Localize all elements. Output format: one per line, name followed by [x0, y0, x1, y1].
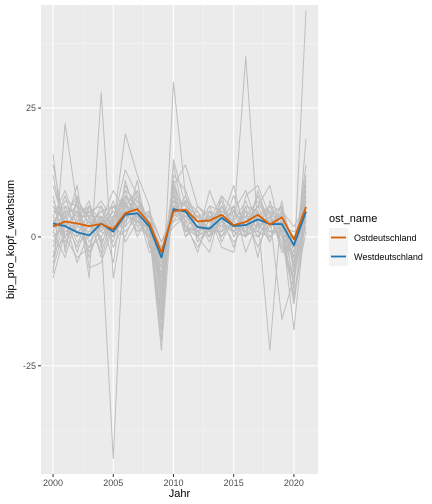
legend-title: ost_name [329, 213, 377, 225]
background-line [52, 184, 307, 320]
background-line [52, 179, 307, 305]
y-axis: -25 0 25 [23, 103, 41, 371]
background-line [52, 195, 307, 279]
legend: ost_name Ostdeutschland Westdeutschland [329, 213, 423, 266]
y-tick-label: -25 [23, 361, 36, 371]
background-line [52, 164, 307, 289]
x-axis: 2000 2005 2010 2015 2020 [43, 474, 304, 488]
x-tick-label: 2010 [163, 478, 183, 488]
background-line [52, 210, 307, 295]
minor-gridlines [41, 5, 318, 474]
x-axis-title: Jahr [169, 488, 191, 500]
x-tick-label: 2015 [224, 478, 244, 488]
plot-panel [41, 5, 318, 474]
x-tick-label: 2000 [43, 478, 63, 488]
legend-label: Westdeutschland [354, 252, 423, 262]
series-line-ostdeutschland [52, 206, 307, 254]
legend-label: Ostdeutschland [354, 233, 417, 243]
highlighted-series-lines [52, 206, 307, 259]
x-tick-label: 2020 [284, 478, 304, 488]
y-tick-label: 25 [26, 103, 36, 113]
background-line [52, 92, 307, 351]
x-tick-label: 2005 [103, 478, 123, 488]
y-axis-title: bip_pro_kopf_wachstum [5, 180, 17, 299]
y-tick-label: 0 [31, 232, 36, 242]
legend-items: Ostdeutschland Westdeutschland [329, 228, 423, 266]
